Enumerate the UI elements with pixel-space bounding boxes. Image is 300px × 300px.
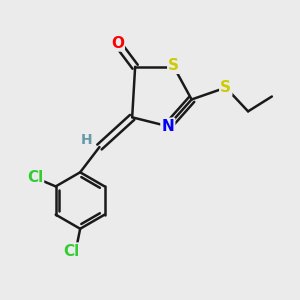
Text: O: O: [111, 35, 124, 50]
Text: S: S: [220, 80, 231, 95]
Text: N: N: [161, 119, 174, 134]
Text: Cl: Cl: [27, 170, 43, 185]
Text: H: H: [81, 134, 93, 148]
Text: S: S: [168, 58, 179, 73]
Text: Cl: Cl: [63, 244, 80, 259]
